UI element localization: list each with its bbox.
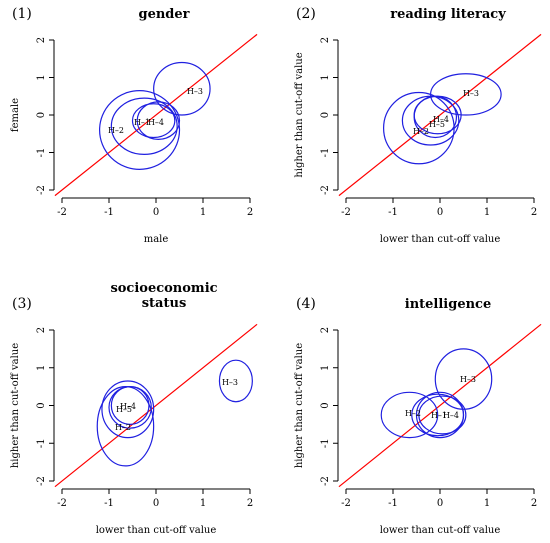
ellipse-label: H–4 [120, 402, 136, 411]
x-tick-label: 2 [247, 207, 253, 218]
y-axis-label: higher than cut-off value [294, 52, 305, 177]
reference-line [54, 33, 258, 197]
ellipse-label: H–3 [460, 375, 476, 384]
x-tick-label: 2 [247, 498, 253, 509]
y-tick-label: 2 [320, 37, 331, 43]
x-tick-label: -2 [57, 498, 67, 509]
ellipse-label: H–1 [134, 118, 150, 127]
reference-line [338, 33, 542, 197]
ellipse-label: H–4 [148, 118, 164, 127]
ellipse-label: H–2 [413, 127, 429, 136]
reference-line [54, 323, 258, 488]
x-tick-label: 0 [153, 498, 159, 509]
y-tick-label: 2 [36, 37, 47, 43]
x-axis-label: lower than cut-off value [96, 525, 217, 536]
y-tick-label: 1 [320, 365, 331, 371]
y-tick-label: -2 [36, 185, 47, 195]
x-tick-label: -2 [341, 498, 351, 509]
ellipse-label: H–4 [443, 411, 459, 420]
chart-title: status [142, 296, 187, 311]
ellipse-label: H–2 [405, 409, 421, 418]
panel-number: (3) [12, 296, 32, 312]
ellipse-label: H–3 [463, 89, 479, 98]
ellipse-h-4 [411, 393, 465, 437]
y-tick-label: 1 [36, 74, 47, 80]
ellipse-h-4 [108, 386, 152, 429]
x-axis-label: lower than cut-off value [380, 525, 501, 536]
ellipse-label: H–2 [115, 423, 131, 432]
x-tick-label: -2 [57, 207, 67, 218]
chart-panel-2: (2) reading literacy -2 -1 0 1 2 -2 -1 0 1 2 lower t… [294, 6, 542, 245]
y-tick-label: 1 [320, 74, 331, 80]
ellipse-label: H–5 [116, 405, 132, 414]
x-tick-label: -1 [104, 207, 114, 218]
y-axis-label: higher than cut-off value [294, 343, 305, 468]
x-tick-label: 1 [484, 207, 490, 218]
ellipse-h-2 [380, 391, 439, 439]
ellipse-label: H–5 [429, 120, 445, 129]
x-axis-label: male [144, 234, 169, 245]
ellipse-h-5 [110, 97, 178, 155]
y-tick-label: -2 [320, 185, 331, 195]
chart-title: socioeconomic [110, 281, 217, 296]
ellipse-h-3 [153, 61, 211, 116]
ellipse-h-3 [218, 359, 253, 403]
x-tick-label: 1 [200, 498, 206, 509]
ellipse-label: H–3 [187, 87, 203, 96]
x-tick-label: 2 [531, 207, 537, 218]
ellipse-h-4 [413, 95, 462, 135]
y-tick-label: -1 [36, 148, 47, 158]
ellipse-h-3 [434, 348, 493, 410]
ellipse-label: H–4 [433, 115, 449, 124]
y-axis-label: higher than cut-off value [10, 343, 21, 468]
ellipse-h-1 [131, 103, 176, 139]
chart-title: gender [138, 7, 189, 22]
x-tick-label: 0 [153, 207, 159, 218]
y-axis-label: female [10, 98, 21, 132]
x-tick-label: -1 [104, 498, 114, 509]
chart-panel-1: (1) gender-2 -1 0 1 2-2-1012malefemaleH–3H–1H… [10, 6, 258, 245]
ellipse-h-5 [418, 395, 467, 435]
ellipse-h-5 [101, 380, 155, 439]
ellipse-h-4 [136, 101, 181, 140]
x-tick-label: 1 [200, 207, 206, 218]
ellipse-h-5 [401, 95, 460, 146]
x-tick-label: -1 [388, 207, 398, 218]
y-tick-label: 1 [36, 365, 47, 371]
ellipse-h-2 [99, 90, 181, 170]
y-tick-label: -2 [320, 476, 331, 486]
x-tick-label: -1 [388, 498, 398, 509]
x-axis-label: lower than cut-off value [380, 234, 501, 245]
chart-title: reading literacy [390, 7, 506, 22]
ellipse-label: H–3 [222, 378, 238, 387]
panel-number: (4) [296, 296, 316, 312]
y-tick-label: 2 [36, 327, 47, 333]
y-tick-label: 0 [320, 112, 331, 118]
x-tick-label: 2 [531, 498, 537, 509]
x-tick-label: 0 [437, 498, 443, 509]
x-tick-label: 0 [437, 207, 443, 218]
x-tick-label: 1 [484, 498, 490, 509]
chart-title: intelligence [405, 297, 491, 312]
y-tick-label: 0 [36, 112, 47, 118]
y-tick-label: 0 [36, 402, 47, 408]
ellipse-label: H–2 [108, 126, 124, 135]
y-tick-label: 0 [320, 402, 331, 408]
chart-panel-4: (4) intelligence -2 -1 0 1 2 -2 -1 0 1 2 lower than … [294, 296, 542, 536]
ellipse-label: H–1 [431, 411, 447, 420]
ellipse-h-3 [430, 73, 502, 116]
y-tick-label: -1 [320, 148, 331, 158]
y-tick-label: -2 [36, 476, 47, 486]
reference-line [338, 323, 542, 488]
y-tick-label: -1 [36, 438, 47, 448]
panel-number: (1) [12, 6, 32, 22]
y-tick-label: 2 [320, 327, 331, 333]
y-tick-label: -1 [320, 438, 331, 448]
x-tick-label: -2 [341, 207, 351, 218]
panel-number: (2) [296, 6, 316, 22]
